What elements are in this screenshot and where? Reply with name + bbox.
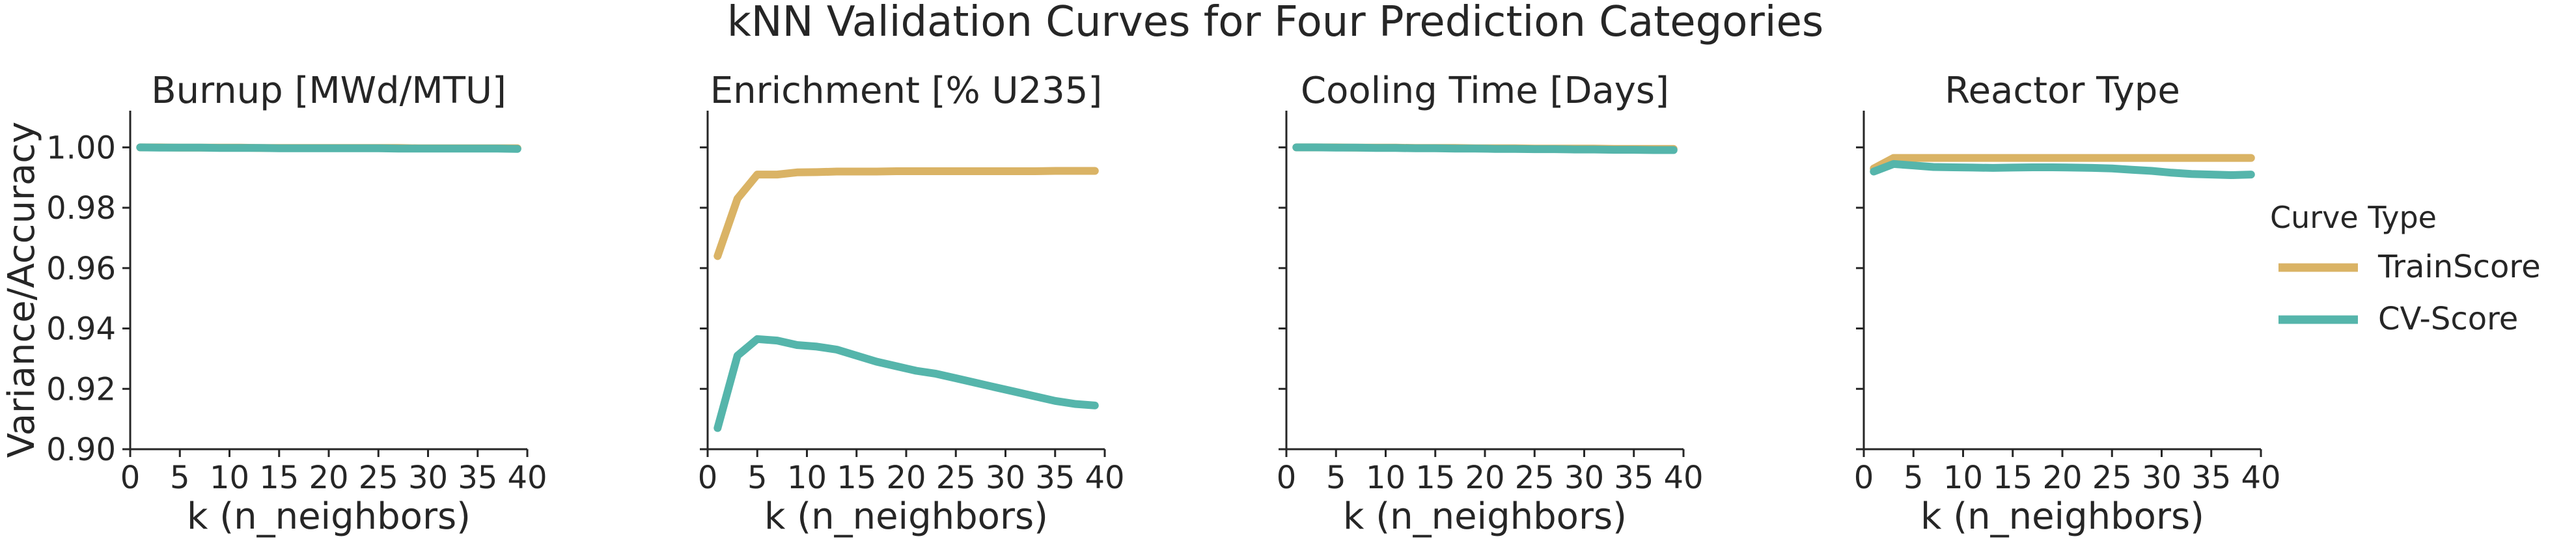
x-tick-label: 35 [1035,460,1075,496]
y-tick-label: 0.92 [46,371,116,408]
legend-title: Curve Type [2270,200,2437,235]
legend-label-cv: CV-Score [2378,301,2518,337]
y-tick-label: 1.00 [46,130,116,166]
legend-label-train: TrainScore [2377,249,2541,285]
x-tick-label: 5 [747,460,768,496]
x-tick-label: 40 [2241,460,2280,496]
x-tick-label: 5 [1326,460,1346,496]
x-tick-label: 20 [309,460,348,496]
x-axis-label: k (n_neighbors) [187,495,471,538]
x-tick-label: 25 [936,460,976,496]
y-tick-label: 0.96 [46,251,116,287]
x-axis-label: k (n_neighbors) [1920,495,2204,538]
x-tick-label: 0 [698,460,718,496]
x-tick-label: 0 [1854,460,1874,496]
x-tick-label: 35 [2191,460,2231,496]
x-tick-label: 25 [1515,460,1555,496]
y-axis-label: Variance/Accuracy [1,122,43,458]
x-tick-label: 35 [1614,460,1654,496]
x-axis-label: k (n_neighbors) [1343,495,1627,538]
x-tick-label: 15 [259,460,299,496]
x-tick-label: 40 [1663,460,1703,496]
panel-reactor-type: Reactor Type 0 5 10 15 20 25 30 35 40 k (n_neighbo… [1854,70,2281,538]
x-tick-label: 30 [986,460,1025,496]
x-tick-label: 10 [1366,460,1406,496]
x-tick-label: 25 [2092,460,2132,496]
x-tick-label: 30 [408,460,448,496]
figure-title: kNN Validation Curves for Four Predictio… [727,0,1824,46]
x-tick-label: 0 [1277,460,1297,496]
x-tick-label: 35 [458,460,497,496]
x-tick-label: 20 [886,460,926,496]
x-tick-label: 5 [1904,460,1924,496]
x-tick-label: 25 [359,460,398,496]
y-tick-label: 0.98 [46,190,116,227]
subplot-title: Cooling Time [Days] [1301,70,1669,112]
x-tick-label: 15 [1993,460,2032,496]
x-tick-label: 10 [1943,460,1983,496]
series-line-cv [1292,143,1678,154]
legend: Curve Type TrainScore CV-Score [2270,200,2541,337]
series-line-cv [136,143,521,153]
panel-cooling-time: Cooling Time [Days] 0 5 10 15 20 25 30 35 40 k (n_… [1277,70,1704,538]
x-tick-label: 40 [507,460,547,496]
x-tick-label: 10 [787,460,827,496]
subplot-title: Reactor Type [1945,70,2180,112]
x-tick-label: 40 [1085,460,1124,496]
x-axis-label: k (n_neighbors) [764,495,1048,538]
x-tick-label: 20 [1465,460,1504,496]
x-tick-label: 10 [210,460,249,496]
subplot-title: Enrichment [% U235] [710,70,1103,112]
series-line-cv [713,335,1099,432]
x-tick-label: 15 [1415,460,1455,496]
x-tick-label: 0 [120,460,141,496]
series-line-train [713,167,1099,260]
subplot-title: Burnup [MWd/MTU] [151,70,506,112]
y-tick-label: 0.90 [46,432,116,468]
x-tick-label: 30 [2142,460,2181,496]
y-tick-label: 0.94 [46,311,116,348]
series-line-cv [1870,160,2255,179]
x-tick-label: 15 [837,460,876,496]
panel-burnup: Burnup [MWd/MTU] 0.90 0.92 0.94 0.96 0.98 1.00… [1,70,547,538]
x-tick-label: 20 [2042,460,2082,496]
panel-enrichment: Enrichment [% U235] 0 5 10 15 20 25 30 35 40 k (n_… [698,70,1125,538]
x-tick-label: 30 [1564,460,1604,496]
series-line-train [1870,154,2255,173]
x-tick-label: 5 [170,460,190,496]
